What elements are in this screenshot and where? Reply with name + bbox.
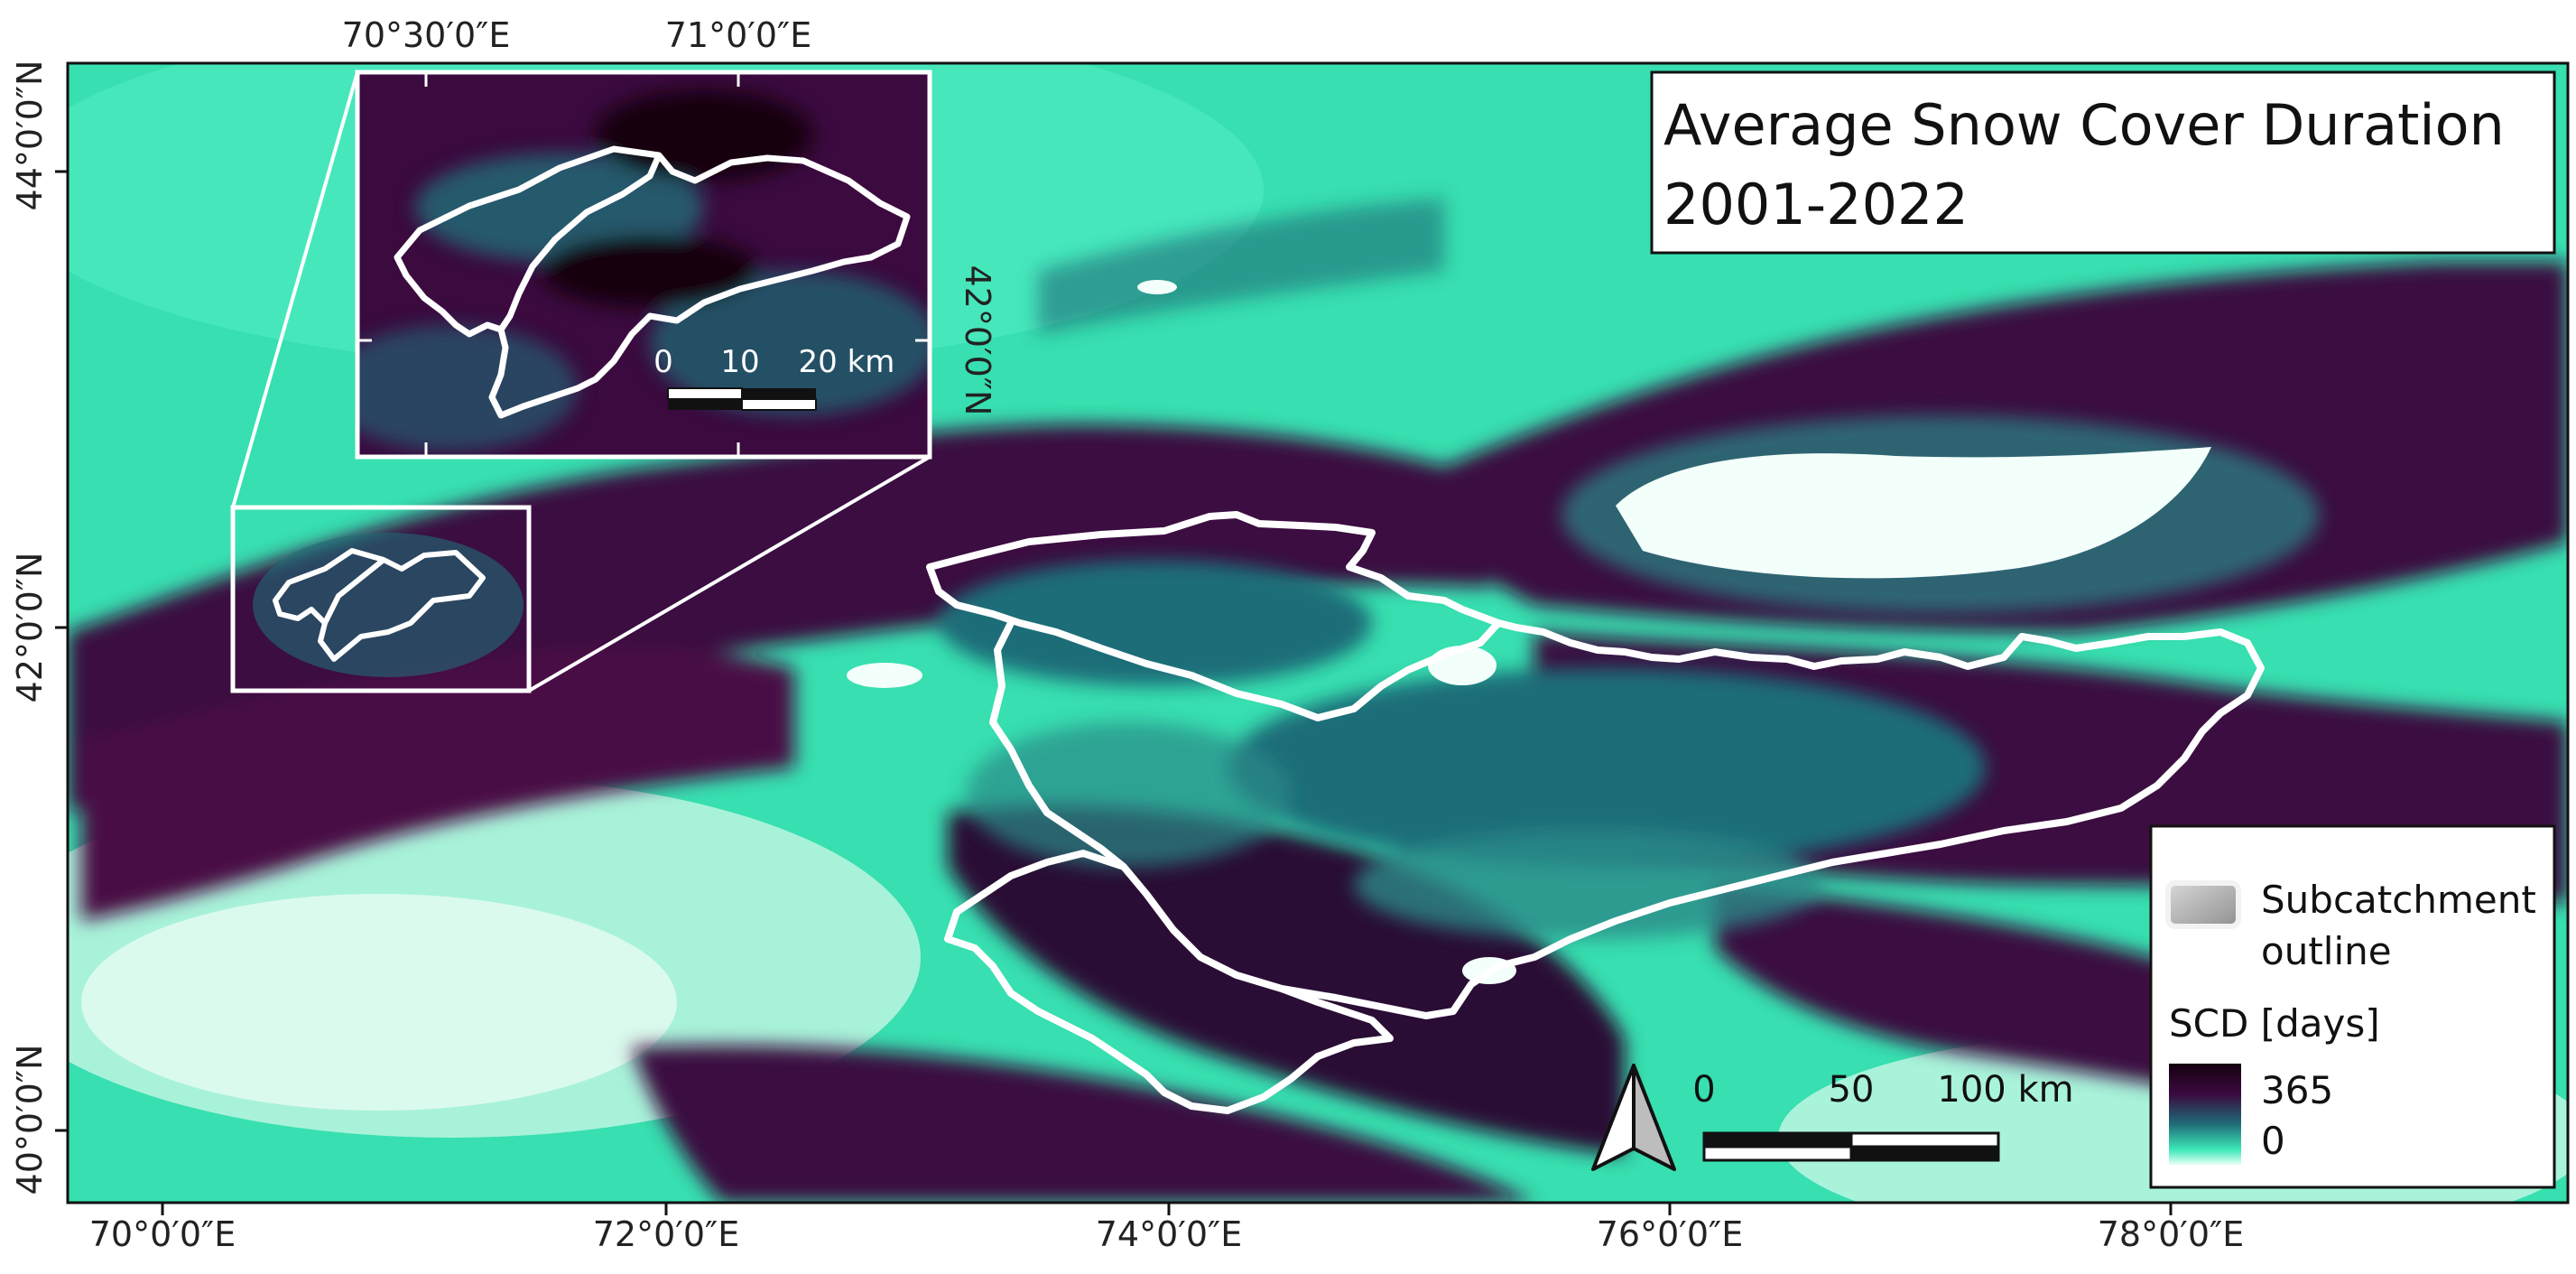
inset-extent-catchment-divide xyxy=(322,557,385,625)
tien-shan-northern-range xyxy=(68,424,1489,813)
north-arrow-icon xyxy=(1591,1064,1676,1171)
inset-scale-seg2-top xyxy=(742,388,816,399)
chatkal-range xyxy=(81,646,794,921)
small-lake xyxy=(1137,280,1177,294)
karatau-ridge xyxy=(1038,199,1444,334)
legend-outline-label-line2: outline xyxy=(2261,929,2392,973)
scale-label-0: 0 xyxy=(1692,1069,1715,1111)
inset-connectors xyxy=(231,71,931,693)
inset-lon-label-70-30: 70°30′0″E xyxy=(342,15,511,55)
inset-ticks xyxy=(357,72,930,457)
fergana-valley-core xyxy=(81,894,677,1111)
scale-frame xyxy=(1702,1131,2000,1162)
legend-outline-swatch xyxy=(2165,880,2241,929)
legend-ramp-min: 0 xyxy=(2261,1119,2285,1163)
inset-scale-seg1-bottom xyxy=(668,399,742,410)
kazarman-valley xyxy=(966,722,1291,867)
legend: Subcatchment outline SCD [days] 365 0 xyxy=(2149,824,2556,1189)
title-box: Average Snow Cover Duration 2001-2022 xyxy=(1650,70,2556,255)
inset-catchment-outlines xyxy=(394,145,911,419)
legend-color-ramp xyxy=(2169,1064,2241,1165)
inset-peak-b xyxy=(542,235,758,307)
legend-ramp-title: SCD [days] xyxy=(2169,1001,2380,1046)
scale-label-100: 100 km xyxy=(1937,1069,2073,1111)
lon-label-76: 76°0′0″E xyxy=(1597,1214,1744,1254)
inset-scale-bar: 0 10 20 km xyxy=(653,344,895,411)
title-background xyxy=(1650,70,2556,255)
inset-lon-label-71: 71°0′0″E xyxy=(665,15,812,55)
inset-scale-label-20: 20 km xyxy=(799,344,895,380)
map-title-line1: Average Snow Cover Duration xyxy=(1663,92,2505,158)
inset-extent-box xyxy=(230,505,532,693)
inset-scale-label-0: 0 xyxy=(653,344,673,380)
scale-seg2-top xyxy=(1849,1131,2000,1148)
inset-valley-c xyxy=(357,325,578,451)
main-ticks xyxy=(55,170,2173,1215)
inset-border xyxy=(355,70,932,460)
legend-ramp-max: 365 xyxy=(2261,1068,2333,1112)
toktogul-reservoir xyxy=(847,663,922,688)
lon-label-72: 72°0′0″E xyxy=(593,1214,740,1254)
lat-label-42: 42°0′0″N xyxy=(10,553,50,703)
inset-scale-seg1-top xyxy=(667,387,743,400)
inset-extent-terrain xyxy=(253,533,524,677)
naryn-basin xyxy=(1228,668,1986,867)
scale-label-50: 50 xyxy=(1829,1069,1875,1111)
scale-seg2-bottom xyxy=(1851,1147,1998,1160)
inset-scale-label-10: 10 xyxy=(720,344,759,380)
inset-map: 0 10 20 km xyxy=(355,70,932,460)
legend-outline-label-line1: Subcatchment xyxy=(2261,878,2536,922)
middle-catchment-outline xyxy=(989,619,2265,1019)
alai-range xyxy=(632,1045,1534,1203)
inset-valley-a xyxy=(415,153,704,262)
subcatchment-outlines xyxy=(926,511,2265,1114)
inset-extent xyxy=(230,505,532,693)
inset-valley-b xyxy=(650,271,930,415)
suusamyr-basin xyxy=(939,560,1372,686)
map-title-line2: 2001-2022 xyxy=(1663,172,1969,237)
inset-scale-seg2-bottom xyxy=(741,398,817,411)
inset-outline-divide xyxy=(498,153,663,331)
at-bashy-basin xyxy=(1354,831,1823,939)
lon-label-74: 74°0′0″E xyxy=(1096,1214,1243,1254)
lower-catchment-outline xyxy=(944,850,1394,1114)
scale-bar: 0 50 100 km xyxy=(1692,1069,2074,1162)
issyk-kul-lake xyxy=(1616,447,2211,579)
scale-seg1-bottom xyxy=(1702,1145,1853,1162)
map-border xyxy=(66,61,2570,1204)
inset-extent-catchment-outline xyxy=(273,548,486,662)
lat-label-40: 40°0′0″N xyxy=(10,1045,50,1195)
scale-seg1-top xyxy=(1704,1133,1851,1147)
lon-label-78: 78°0′0″E xyxy=(2098,1214,2245,1254)
inset-peak-a xyxy=(596,90,812,181)
lat-label-44: 44°0′0″N xyxy=(10,60,50,211)
inset-lat-label-42: 42°0′0″N xyxy=(958,265,997,416)
lon-label-70: 70°0′0″E xyxy=(89,1214,236,1254)
inset-outline-outer xyxy=(394,145,911,419)
